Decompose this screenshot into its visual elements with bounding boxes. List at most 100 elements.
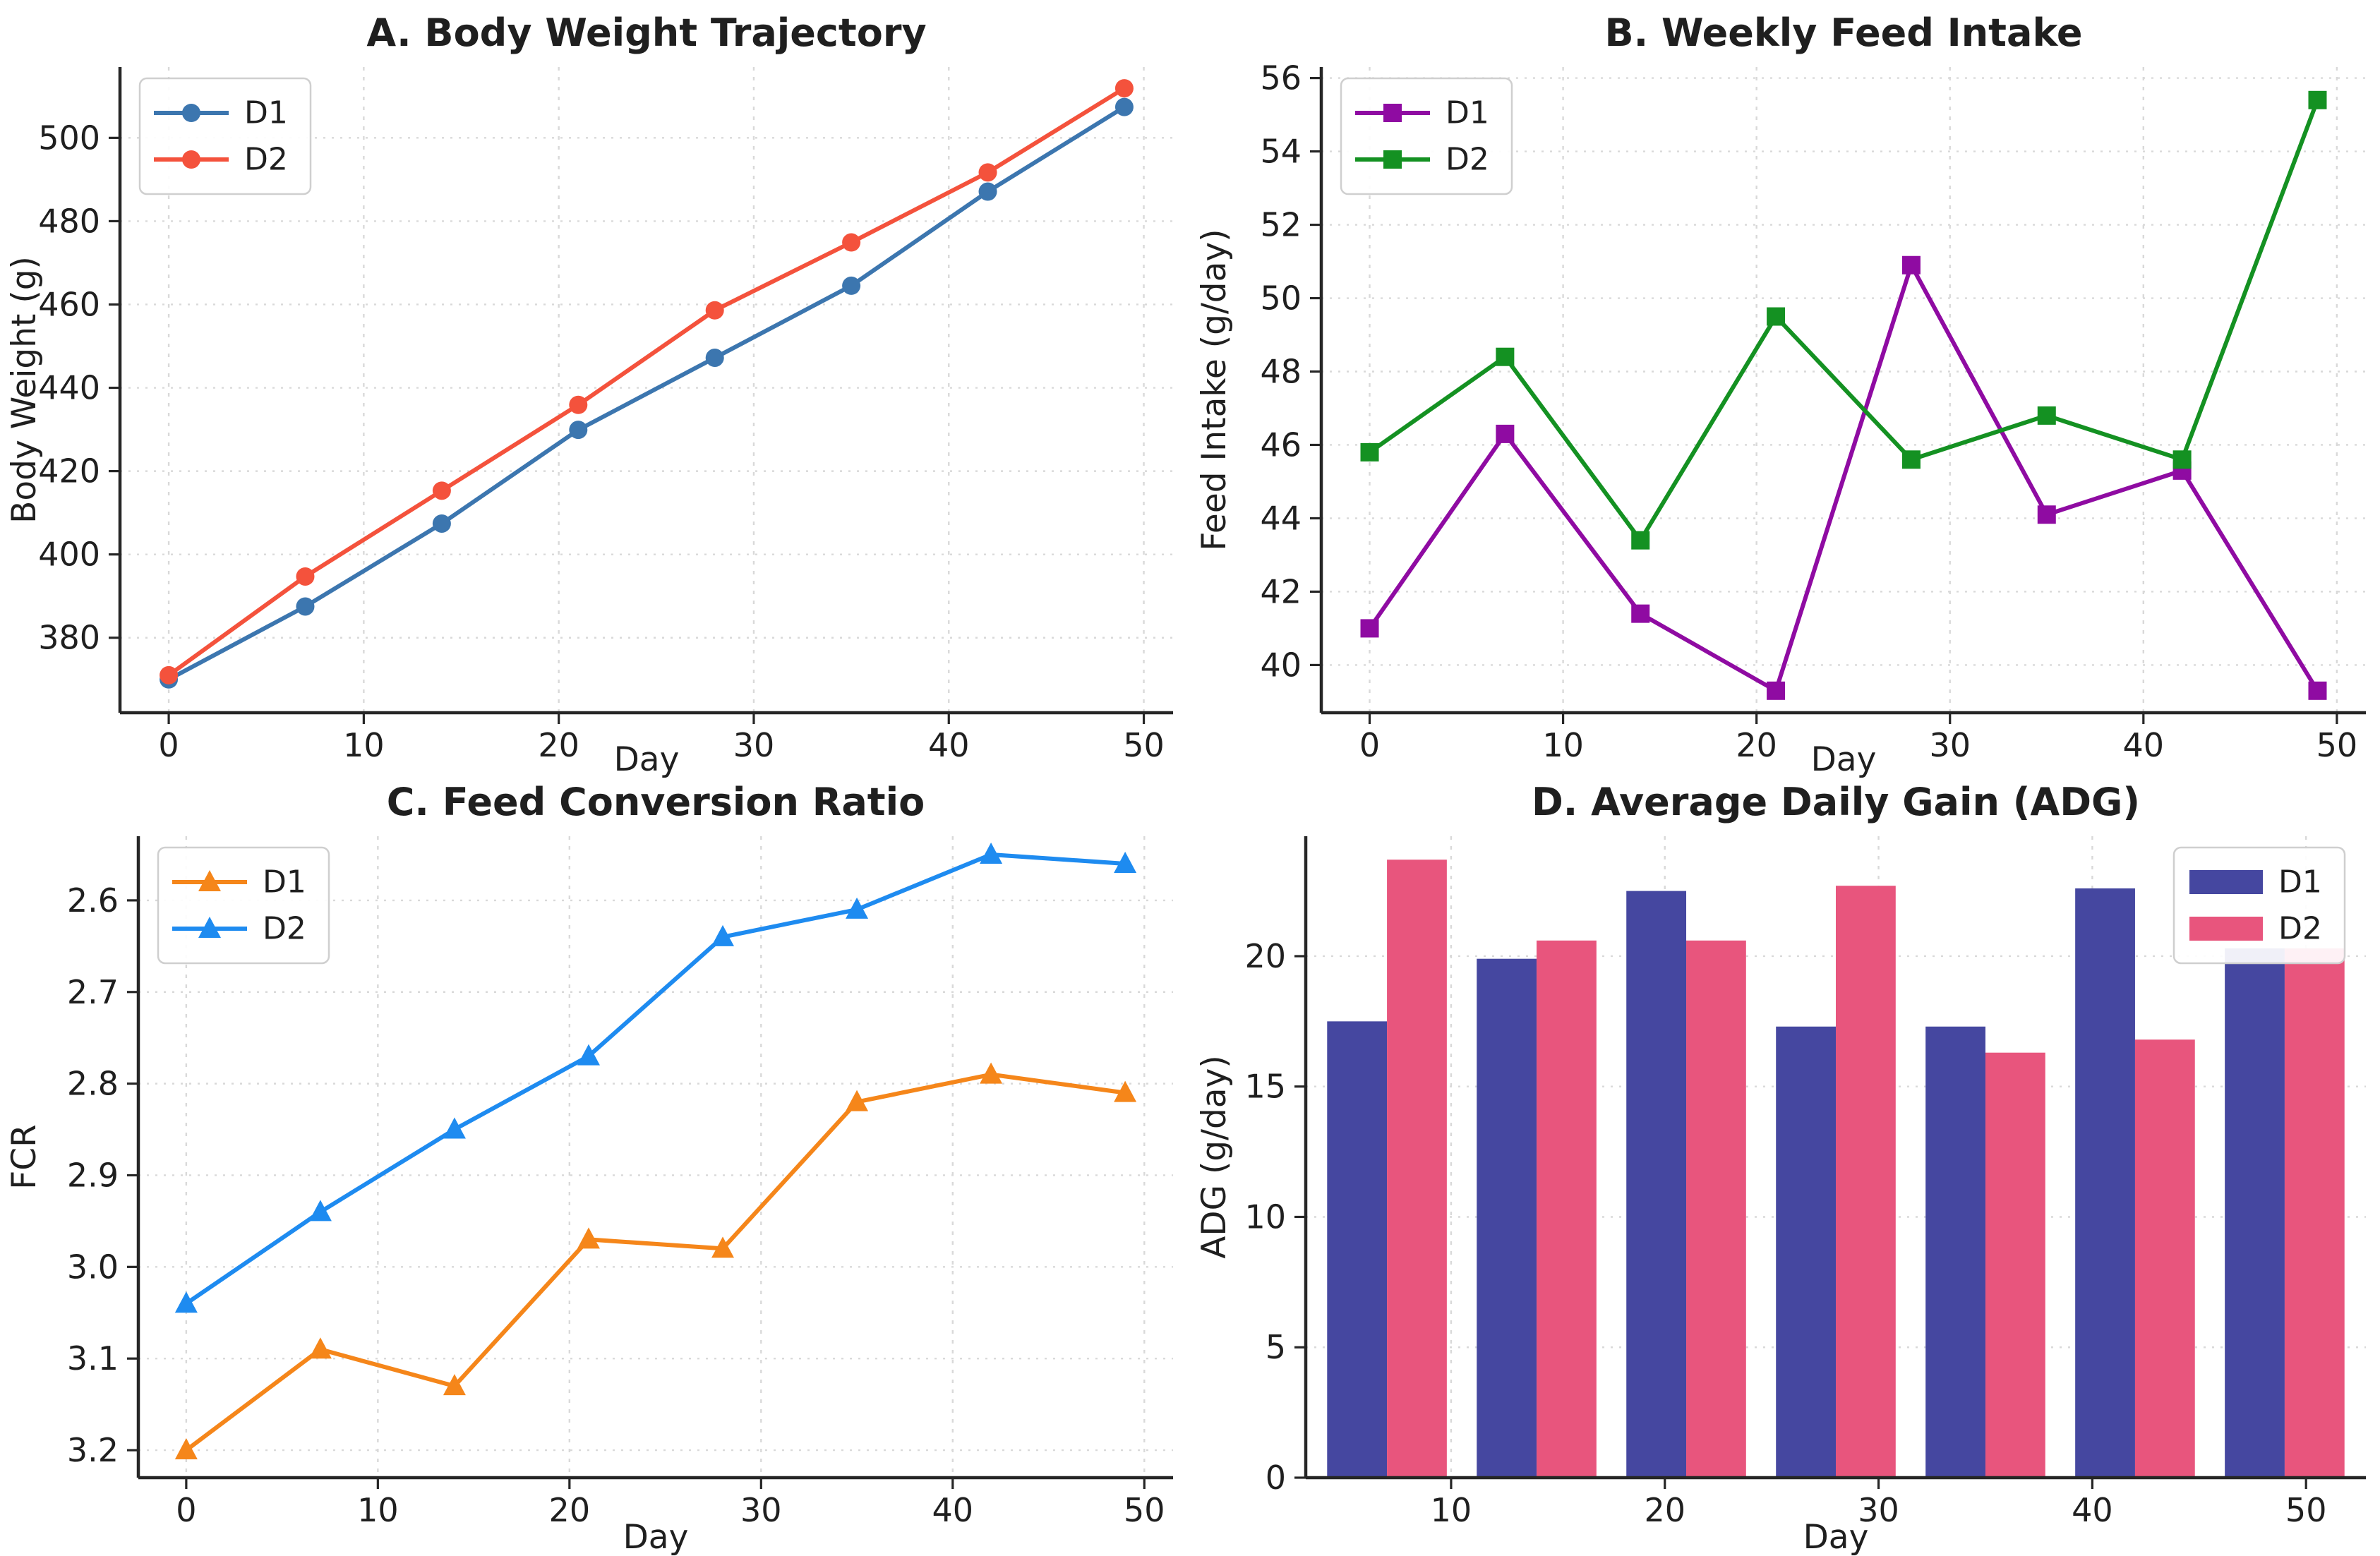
panel-b-legend-label-D1: D1: [1446, 95, 1489, 131]
panel-a-xtick-label: 30: [733, 726, 775, 764]
panel-d-ytick-label: 15: [1244, 1068, 1286, 1106]
panel-a-marker-D1-day21: [569, 421, 588, 440]
panel-a-marker-D2-day0: [160, 665, 179, 684]
panel-b-marker-D2-day35: [2037, 406, 2056, 425]
panel-a-legend-label-D2: D2: [244, 142, 288, 178]
panel-a-marker-D2-day49: [1114, 79, 1134, 98]
panel-d-bar-D2-day42: [2134, 1039, 2195, 1478]
panel-adg: 0 5 10 15 20 10 20 30 40 50 D. Average Daily Gain …: [1190, 778, 2380, 1555]
panel-a-ylabel: Body Weight (g): [5, 256, 44, 524]
panel-d-bar-D1-day7: [1327, 1021, 1388, 1478]
panel-a-ytick-label: 480: [38, 202, 100, 240]
panel-a-ytick-label: 420: [38, 452, 100, 490]
panel-a-ytick-label: 440: [38, 369, 100, 407]
panel-a-marker-D1-day14: [432, 514, 451, 533]
panel-b-marker-D2-day42: [2172, 450, 2192, 469]
panel-c-marker-D1-day0: [174, 1438, 198, 1460]
panel-d-xtick-label: 20: [1644, 1491, 1685, 1529]
panel-c-marker-D2-day42: [980, 842, 1003, 864]
panel-c-marker-D2-day28: [711, 924, 735, 946]
panel-c-legend-marker-D1: [198, 870, 221, 891]
panel-a-ytick-label: 460: [38, 285, 100, 323]
panel-b-xtick-label: 50: [2316, 726, 2358, 764]
panel-c-marker-D1-day21: [577, 1227, 600, 1249]
panel-b-marker-D2-day14: [1631, 531, 1650, 550]
panel-b-ticks: 40 42 44 46 48 50 52 54 56 0 10 20 30 40 50: [1260, 59, 2357, 764]
panel-b-xtick-label: 30: [1929, 726, 1971, 764]
panel-d-bars-D2: [1387, 860, 2345, 1478]
panel-c-marker-D2-day35: [846, 897, 869, 919]
panel-b-marker-D2-day28: [1901, 450, 1921, 469]
panel-c-title: C. Feed Conversion Ratio: [387, 780, 925, 824]
panel-d-bars-D1: [1327, 888, 2285, 1478]
panel-d-xtick-label: 40: [2072, 1491, 2113, 1529]
panel-b-marker-D2-day7: [1496, 347, 1515, 366]
panel-d-svg: 0 5 10 15 20 10 20 30 40 50 D. Average Daily Gain …: [1195, 780, 2366, 1555]
panel-c-marker-D1-day35: [846, 1090, 869, 1111]
panel-d-legend-label-D1: D1: [2278, 864, 2322, 900]
panel-c-ytick-label: 2.6: [67, 881, 119, 919]
panel-d-ytick-label: 20: [1244, 937, 1286, 975]
panel-d-ytick-label: 5: [1266, 1328, 1286, 1366]
panel-a-ytick-label: 380: [38, 619, 100, 657]
panel-c-markers-D2: [174, 842, 1137, 1313]
panel-a-marker-D1-day7: [296, 597, 315, 616]
panel-c-legend-label-D1: D1: [263, 864, 306, 900]
panel-b-ytick-label: 40: [1260, 646, 1302, 684]
panel-b-xtick-label: 0: [1359, 726, 1380, 764]
panel-c-ytick-label: 2.8: [67, 1065, 119, 1103]
panel-c-ylabel: FCR: [5, 1124, 44, 1190]
panel-d-bar-D2-day35: [1985, 1052, 2045, 1478]
panel-a-title: A. Body Weight Trajectory: [366, 11, 926, 55]
panel-a-marker-D2-day14: [432, 481, 451, 500]
panel-c-marker-D1-day49: [1114, 1080, 1137, 1102]
panel-b-xtick-label: 20: [1736, 726, 1777, 764]
panel-a-marker-D2-day35: [842, 233, 861, 252]
panel-c-marker-D1-day42: [980, 1062, 1003, 1084]
panel-a-marker-D2-day42: [978, 163, 997, 182]
panel-a-grid: [120, 67, 1173, 713]
panel-d-bar-D2-day7: [1387, 860, 1447, 1478]
panel-a-line-D1: [167, 104, 1126, 682]
panel-a-legend-marker-D2: [182, 150, 200, 169]
panel-c-marker-D2-day21: [577, 1044, 600, 1066]
panel-d-legend-swatch-D2: [2189, 917, 2263, 941]
panel-a-ytick-label: 500: [38, 119, 100, 157]
panel-c-ytick-label: 3.2: [67, 1431, 119, 1469]
panel-d-bar-D2-day28: [1836, 886, 1896, 1478]
panel-b-marker-D1-day35: [2037, 505, 2056, 524]
panel-c-marker-D2-day0: [174, 1291, 198, 1313]
panel-c-xtick-label: 10: [357, 1491, 399, 1529]
panel-d-bar-D1-day21: [1626, 891, 1687, 1478]
panel-a-ticks: 380 400 420 440 460 480 500 0 10 20 30 40 50: [38, 119, 1165, 764]
panel-c-svg: 2.6 2.7 2.8 2.9 3.0 3.1 3.2 0 10 20 30 40 50 C. Feed …: [5, 780, 1173, 1555]
panel-b-ytick-label: 54: [1260, 133, 1302, 171]
panel-b-xtick-label: 40: [2123, 726, 2165, 764]
panel-d-ytick-label: 10: [1244, 1198, 1286, 1236]
panel-a-svg: 380 400 420 440 460 480 500 0 10 20 30 40 50 A. Body …: [5, 11, 1173, 778]
panel-c-ytick-label: 3.1: [67, 1339, 119, 1377]
panel-b-title: B. Weekly Feed Intake: [1604, 11, 2082, 55]
panel-b-ytick-label: 46: [1260, 426, 1302, 464]
panel-a-xtick-label: 50: [1123, 726, 1165, 764]
panel-a-xtick-label: 10: [343, 726, 385, 764]
panel-b-line-D1: [1367, 263, 2320, 693]
panel-a-marker-D2-day7: [296, 567, 315, 586]
panel-d-bar-D1-day35: [1925, 1026, 1985, 1478]
panel-d-ylabel: ADG (g/day): [1195, 1055, 1234, 1259]
panel-d-legend-label-D2: D2: [2278, 911, 2322, 947]
panel-c-xtick-label: 40: [932, 1491, 974, 1529]
panel-b-marker-D1-day7: [1496, 424, 1515, 443]
panel-b-legend-label-D2: D2: [1446, 142, 1489, 178]
panel-a-marker-D1-day49: [1114, 97, 1134, 116]
panel-b-marker-D2-day0: [1360, 442, 1379, 462]
panel-a-line-D2: [167, 86, 1126, 677]
panel-d-bar-D1-day28: [1776, 1026, 1836, 1478]
panel-c-line-D2: [184, 852, 1128, 1306]
panel-d-bar-D2-day21: [1686, 940, 1746, 1478]
panel-b-legend-marker-D1: [1383, 104, 1402, 122]
panel-b-ytick-label: 48: [1260, 353, 1302, 391]
panel-b-xtick-label: 10: [1542, 726, 1584, 764]
panel-b-ytick-label: 44: [1260, 499, 1302, 537]
